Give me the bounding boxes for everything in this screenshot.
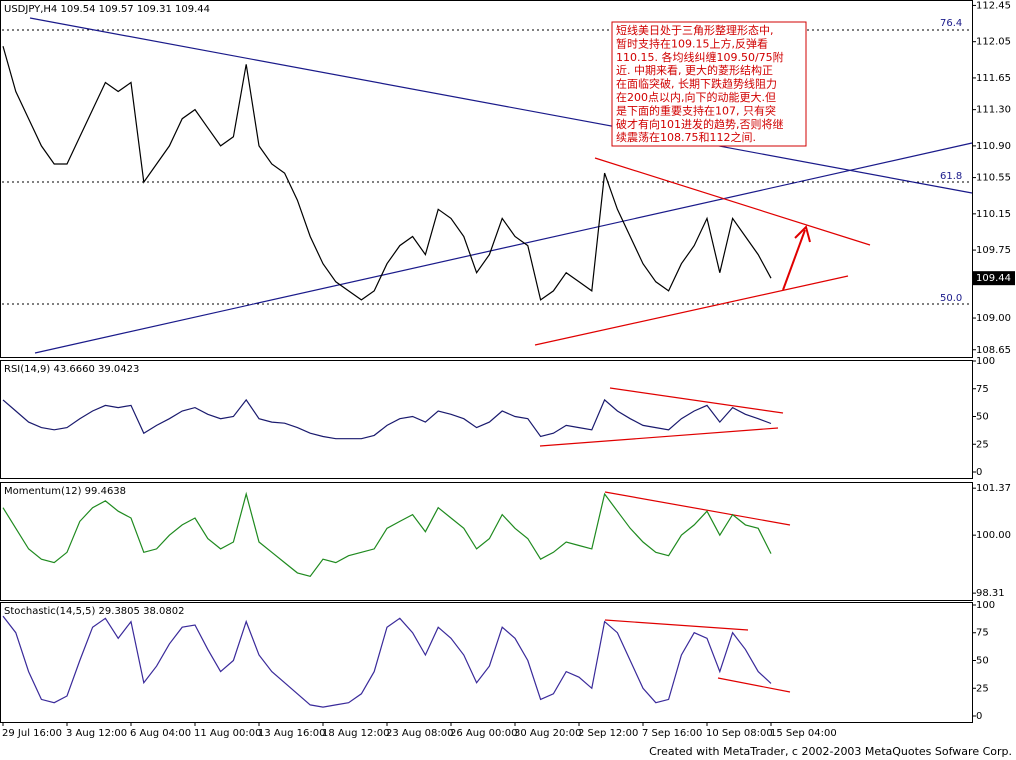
x-tick-label: 15 Sep 04:00: [770, 728, 837, 739]
y-tick-label: 75: [976, 384, 989, 395]
annotation-line: 在200点以内,向下的动能更大.但: [616, 90, 776, 104]
y-tick-label: 108.65: [976, 345, 1011, 356]
annotation-box: [611, 21, 807, 147]
y-tick-label: 25: [976, 683, 989, 694]
panel-label: RSI(14,9) 43.6660 39.0423: [4, 364, 139, 375]
y-tick-label: 50: [976, 412, 989, 423]
x-tick-label: 26 Aug 00:00: [450, 728, 517, 739]
y-tick-label: 50: [976, 656, 989, 667]
y-tick-label: 75: [976, 628, 989, 639]
y-tick-label: 100.00: [976, 530, 1011, 541]
panel-frame: [0, 0, 973, 358]
annotation-line: 破才有向101进发的趋势,否则将继: [616, 117, 784, 131]
y-tick-label: 109.00: [976, 313, 1011, 324]
annotation-line: 暂时支持在109.15上方,反弹看: [616, 36, 768, 50]
y-tick-label: 110.15: [976, 209, 1011, 220]
x-tick-label: 11 Aug 00:00: [194, 728, 261, 739]
trend-line: [34, 142, 973, 354]
panel-frame: [0, 482, 973, 601]
trend-line: [604, 619, 749, 631]
footer: Created with MetaTrader, c 2002-2003 Met…: [649, 745, 1012, 758]
trend-line: [594, 157, 871, 246]
fib-label: 76.4: [940, 18, 962, 29]
y-tick-label: 101.37: [976, 483, 1011, 494]
current-price-label: 109.44: [976, 273, 1011, 284]
fib-label: 50.0: [940, 293, 962, 304]
panel-label: USDJPY,H4 109.54 109.57 109.31 109.44: [4, 4, 210, 15]
panel-label: Stochastic(14,5,5) 29.3805 38.0802: [4, 606, 184, 617]
trend-line: [717, 677, 791, 693]
current-price-box: [973, 271, 1015, 286]
y-tick-label: 25: [976, 439, 989, 450]
annotation-line: 是下面的重要支持在107, 只有突: [616, 103, 776, 117]
series-line: [2, 615, 772, 708]
trend-line: [29, 17, 973, 194]
y-tick-label: 110.90: [976, 141, 1011, 152]
x-tick-label: 23 Aug 08:00: [386, 728, 453, 739]
annotation-line: 近. 中期来看, 更大的菱形结构正: [616, 63, 773, 77]
x-tick-label: 13 Aug 16:00: [258, 728, 325, 739]
panel-frame: [0, 602, 973, 723]
x-tick-label: 6 Aug 04:00: [130, 728, 191, 739]
x-tick-label: 2 Sep 12:00: [578, 728, 638, 739]
y-tick-label: 111.65: [976, 73, 1011, 84]
series-line: [2, 491, 772, 577]
x-tick-label: 30 Aug 20:00: [514, 728, 581, 739]
panel-frame: [0, 360, 973, 479]
annotation-line: 短线美日处于三角形整理形态中,: [616, 23, 774, 37]
y-tick-label: 98.31: [976, 588, 1005, 599]
y-tick-label: 111.30: [976, 105, 1011, 116]
x-tick-label: 29 Jul 16:00: [2, 728, 62, 739]
series-line: [2, 398, 772, 440]
trend-line: [534, 275, 849, 346]
y-tick-label: 0: [976, 711, 982, 722]
trend-line: [604, 491, 791, 526]
fib-label: 61.8: [940, 171, 962, 182]
arrow: [782, 229, 806, 291]
arrow-head: [794, 225, 811, 243]
x-tick-label: 18 Aug 12:00: [322, 728, 389, 739]
trend-line: [539, 427, 779, 447]
series-line: [2, 46, 772, 301]
annotation-line: 续震荡在108.75和112之间.: [616, 130, 756, 144]
fib-lines: [2, 29, 972, 305]
x-tick-label: 7 Sep 16:00: [642, 728, 702, 739]
x-tick-label: 3 Aug 12:00: [66, 728, 127, 739]
annotation-line: 在面临突破, 长期下跌趋势线阻力: [616, 77, 777, 91]
annotation: 短线美日处于三角形整理形态中,暂时支持在109.15上方,反弹看110.15. …: [616, 23, 784, 144]
y-tick-label: 100: [976, 356, 995, 367]
y-tick-label: 110.55: [976, 173, 1011, 184]
trend-line: [609, 387, 784, 414]
y-tick-label: 0: [976, 467, 982, 478]
trend-lines: [29, 17, 973, 693]
x-tick-label: 10 Sep 08:00: [706, 728, 773, 739]
y-tick-label: 100: [976, 600, 995, 611]
y-tick-label: 112.45: [976, 0, 1011, 11]
y-tick-label: 112.05: [976, 37, 1011, 48]
y-tick-label: 109.75: [976, 245, 1011, 256]
annotation-line: 110.15. 各均线纠缠109.50/75附: [616, 50, 784, 64]
panel-label: Momentum(12) 99.4638: [4, 486, 126, 497]
